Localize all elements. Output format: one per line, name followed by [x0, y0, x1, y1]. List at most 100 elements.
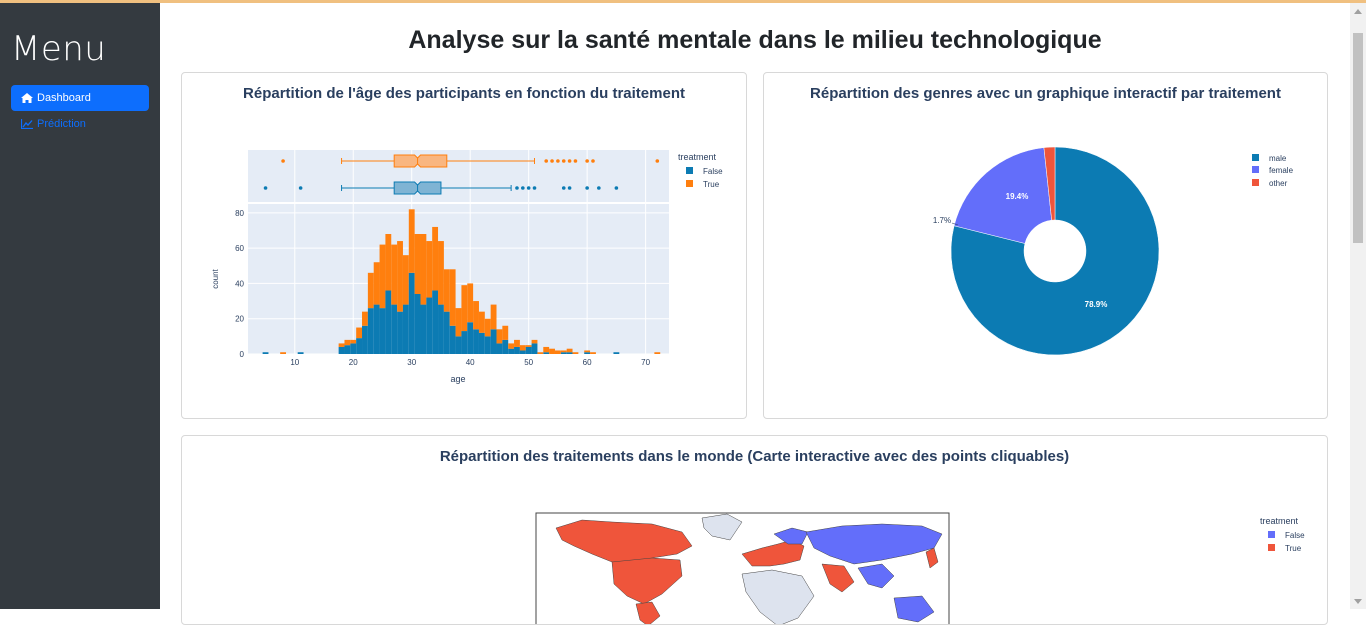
sidebar-item-prediction[interactable]: Prédiction	[11, 111, 149, 137]
scroll-down-arrow-icon[interactable]	[1354, 599, 1362, 604]
box-outlier	[281, 159, 285, 163]
histogram-bar-false	[461, 331, 468, 354]
legend-swatch-other[interactable]	[1252, 179, 1259, 186]
histogram-bar-true	[654, 352, 661, 354]
histogram-bar-true	[443, 269, 450, 312]
home-icon	[21, 93, 33, 103]
histogram-bar-false	[414, 294, 421, 354]
histogram-bar-false	[385, 290, 392, 354]
legend-label-true[interactable]: True	[703, 180, 720, 189]
histogram-bar-false	[473, 329, 479, 354]
pie-label-female: 19.4%	[1006, 192, 1029, 201]
histogram-bar-true	[356, 327, 363, 339]
histogram-bar-false	[514, 346, 520, 354]
histogram-bar-false	[584, 352, 591, 354]
gender-chart-card: Répartition des genres avec un graphique…	[763, 72, 1328, 419]
x-tick-label: 20	[349, 358, 358, 367]
histogram-bar-true	[338, 343, 345, 347]
histogram-bar-false	[438, 304, 444, 354]
histogram-bar-true	[554, 350, 561, 354]
histogram-bar-true	[560, 350, 567, 353]
histogram-bar-false	[420, 304, 427, 354]
y-axis-label: count	[211, 268, 220, 288]
box-outlier	[591, 159, 595, 163]
histogram-bar-true	[420, 234, 427, 305]
map-chart-card: Répartition des traitements dans le mond…	[181, 435, 1328, 625]
histogram-bar-true	[350, 339, 357, 344]
legend-swatch-false[interactable]	[1268, 531, 1275, 538]
pie-label-other-connector	[951, 222, 959, 226]
histogram-bar-true	[478, 311, 485, 333]
chart-title: Répartition des genres avec un graphique…	[810, 85, 1281, 102]
x-tick-label: 60	[583, 358, 592, 367]
sidebar-item-dashboard[interactable]: Dashboard	[11, 85, 149, 111]
histogram-bar-false	[432, 290, 439, 354]
histogram-bar-false	[496, 343, 503, 354]
legend-swatch-true[interactable]	[1268, 544, 1275, 551]
legend-swatch-true[interactable]	[686, 180, 693, 187]
legend-label-true[interactable]: True	[1285, 544, 1302, 553]
histogram-bar-true	[519, 345, 526, 351]
gender-pie-chart[interactable]: 19.4% 78.9% 1.7% male female other	[764, 73, 1328, 419]
chart-title: Répartition des traitements dans le mond…	[439, 448, 1070, 465]
y-tick-label: 60	[235, 244, 244, 253]
pie-label-other: 1.7%	[933, 216, 951, 225]
histogram-bar-false	[297, 352, 304, 354]
histogram-bar-false	[443, 311, 450, 354]
box-outlier	[561, 159, 566, 163]
histogram-bar-false	[391, 304, 398, 354]
histogram-bar-true	[426, 241, 433, 298]
histogram-bar-true	[566, 348, 573, 353]
legend-swatch-false[interactable]	[686, 167, 693, 174]
legend-label-female[interactable]: female	[1269, 166, 1294, 175]
box-outlier	[597, 186, 601, 190]
box-outlier	[567, 159, 572, 163]
pie-slice-male	[950, 146, 1160, 356]
legend-title: treatment	[1260, 516, 1299, 526]
histogram-bar-true	[432, 226, 439, 291]
legend-label-false[interactable]: False	[703, 167, 723, 176]
histogram-bar-false	[402, 304, 409, 354]
histogram-bar-true	[461, 285, 468, 332]
histogram-bar-false	[397, 311, 403, 354]
histogram-bar-false	[262, 352, 269, 354]
histogram-bar-false	[408, 272, 415, 354]
histogram-bar-true	[379, 244, 386, 309]
histogram-bar-true	[537, 352, 544, 354]
histogram-bar-true	[490, 304, 497, 330]
x-tick-label: 10	[290, 358, 299, 367]
vertical-scrollbar[interactable]	[1350, 3, 1366, 609]
histogram-bar-false	[426, 297, 433, 354]
scroll-up-arrow-icon[interactable]	[1354, 9, 1362, 14]
legend-label-male[interactable]: male	[1269, 154, 1287, 163]
histogram-bar-true	[402, 255, 409, 305]
box-outlier	[567, 186, 572, 190]
legend-swatch-female[interactable]	[1252, 166, 1259, 173]
scroll-thumb[interactable]	[1353, 33, 1363, 243]
age-chart-card: Répartition de l'âge des participants en…	[181, 72, 747, 419]
sidebar-title: Menu	[11, 29, 107, 69]
legend-swatch-male[interactable]	[1252, 154, 1259, 161]
x-tick-label: 40	[466, 358, 475, 367]
world-map-chart[interactable]: treatment False True	[182, 436, 1328, 625]
histogram-bar-true	[549, 348, 555, 354]
legend-label-false[interactable]: False	[1285, 531, 1305, 540]
histogram-bar-false	[490, 329, 497, 354]
histogram-bar-true	[467, 283, 474, 323]
window-top-border	[0, 0, 1366, 3]
histogram-bar-true	[543, 346, 550, 353]
main-content: Analyse sur la santé mentale dans le mil…	[160, 3, 1350, 625]
histogram-bar-false	[379, 308, 386, 354]
histogram-bar-true	[373, 262, 380, 305]
box-outlier	[526, 186, 531, 190]
histogram-bar-false	[519, 350, 526, 354]
sidebar: Menu Dashboard Prédiction	[0, 3, 160, 609]
histogram-bar-true	[531, 339, 538, 344]
legend-label-other[interactable]: other	[1269, 179, 1288, 188]
box-outlier	[521, 186, 525, 190]
age-histogram-chart[interactable]: 0 20 40 60 80 10 20 30 40 50 60 70 count age treatm…	[182, 73, 747, 419]
pie-slice-female	[953, 147, 1052, 244]
histogram-bar-false	[344, 345, 351, 354]
histogram-bar-false	[449, 325, 456, 354]
box-outlier	[573, 159, 578, 163]
